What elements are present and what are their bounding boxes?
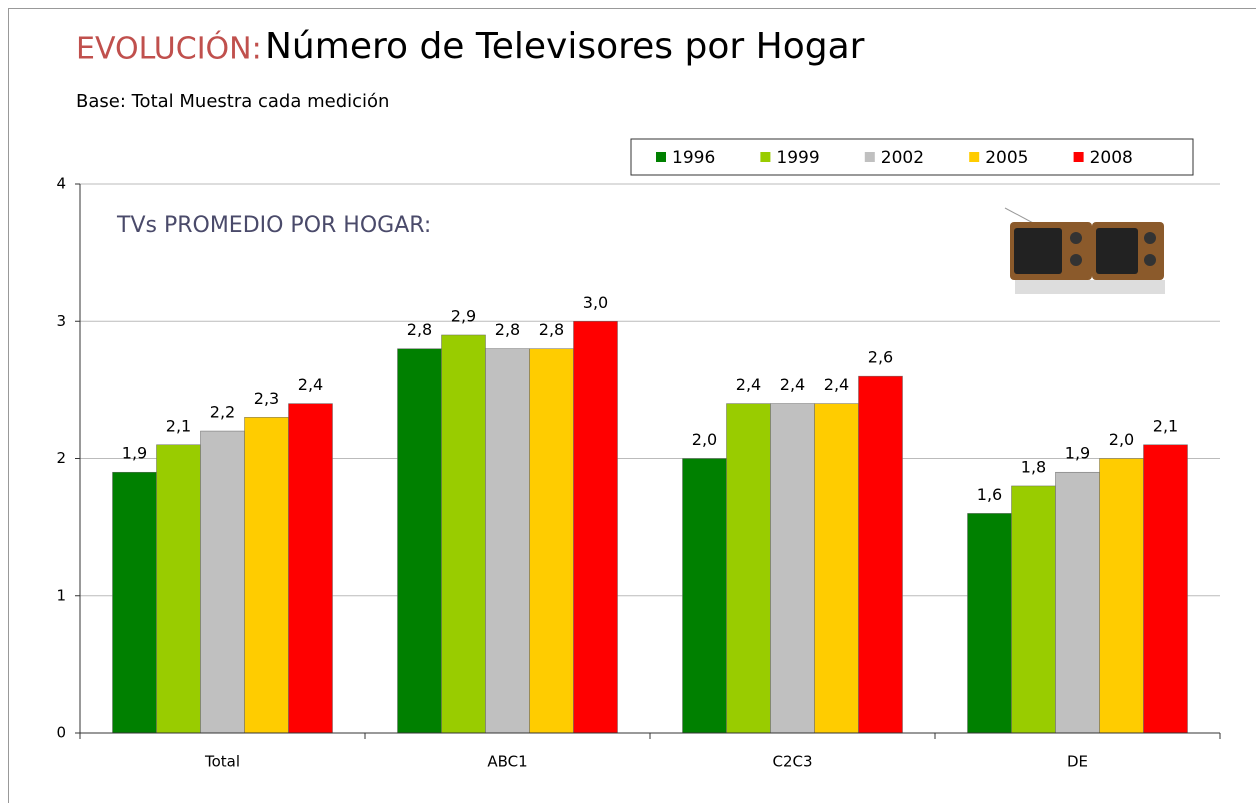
- value-label: 1,8: [1021, 457, 1046, 476]
- y-tick-label: 4: [56, 175, 66, 193]
- legend-label: 2005: [985, 148, 1028, 168]
- value-label: 2,8: [539, 320, 564, 339]
- value-label: 1,6: [977, 485, 1002, 504]
- value-label: 2,0: [692, 430, 717, 449]
- legend-label: 2002: [881, 148, 924, 168]
- bar: [398, 349, 442, 733]
- value-label: 2,1: [166, 416, 191, 435]
- value-label: 2,1: [1153, 416, 1178, 435]
- bar: [201, 431, 245, 733]
- page: EVOLUCIÓN: Número de Televisores por Hog…: [0, 0, 1256, 803]
- legend-swatch: [656, 152, 666, 162]
- bar: [1100, 459, 1144, 734]
- bar: [1012, 486, 1056, 733]
- value-label: 2,4: [298, 375, 323, 394]
- x-tick-label: DE: [1067, 753, 1088, 771]
- bar: [683, 459, 727, 734]
- y-tick-label: 2: [56, 449, 66, 467]
- value-label: 2,4: [780, 375, 805, 394]
- chart-title: Número de Televisores por Hogar: [265, 26, 865, 67]
- annotation: TVs PROMEDIO POR HOGAR:: [116, 213, 431, 238]
- bar: [1144, 445, 1188, 733]
- bar: [727, 404, 771, 733]
- bar: [1056, 472, 1100, 733]
- legend-swatch: [969, 152, 979, 162]
- bar: [968, 513, 1012, 733]
- bar: [530, 349, 574, 733]
- legend-label: 1996: [672, 148, 715, 168]
- bar: [815, 404, 859, 733]
- value-label: 3,0: [583, 293, 608, 312]
- value-label: 1,9: [122, 444, 147, 463]
- legend-swatch: [760, 152, 770, 162]
- bar: [574, 321, 618, 733]
- value-label: 2,4: [824, 375, 849, 394]
- value-label: 2,9: [451, 306, 476, 325]
- bar: [245, 417, 289, 733]
- bar: [442, 335, 486, 733]
- value-label: 2,3: [254, 389, 279, 408]
- bar: [859, 376, 903, 733]
- value-label: 2,8: [495, 320, 520, 339]
- legend-swatch: [865, 152, 875, 162]
- bar: [289, 404, 333, 733]
- bar: [771, 404, 815, 733]
- y-tick-label: 1: [56, 586, 66, 604]
- legend-label: 1999: [776, 148, 819, 168]
- tv-icon: [1005, 208, 1165, 294]
- x-tick-label: Total: [204, 753, 240, 771]
- value-label: 2,0: [1109, 430, 1134, 449]
- legend-label: 2008: [1090, 148, 1133, 168]
- bar: [113, 472, 157, 733]
- legend-swatch: [1074, 152, 1084, 162]
- value-label: 2,2: [210, 403, 235, 422]
- y-tick-label: 3: [56, 312, 66, 330]
- x-tick-label: C2C3: [772, 753, 812, 771]
- chart: EVOLUCIÓN: Número de Televisores por Hog…: [0, 0, 1256, 803]
- value-label: 2,6: [868, 348, 893, 367]
- y-tick-label: 0: [56, 724, 66, 742]
- bar: [486, 349, 530, 733]
- value-label: 1,9: [1065, 444, 1090, 463]
- value-label: 2,4: [736, 375, 761, 394]
- value-label: 2,8: [407, 320, 432, 339]
- bar: [157, 445, 201, 733]
- chart-subtitle: Base: Total Muestra cada medición: [76, 91, 389, 112]
- chart-title-prefix: EVOLUCIÓN:: [76, 30, 262, 67]
- x-tick-label: ABC1: [487, 753, 527, 771]
